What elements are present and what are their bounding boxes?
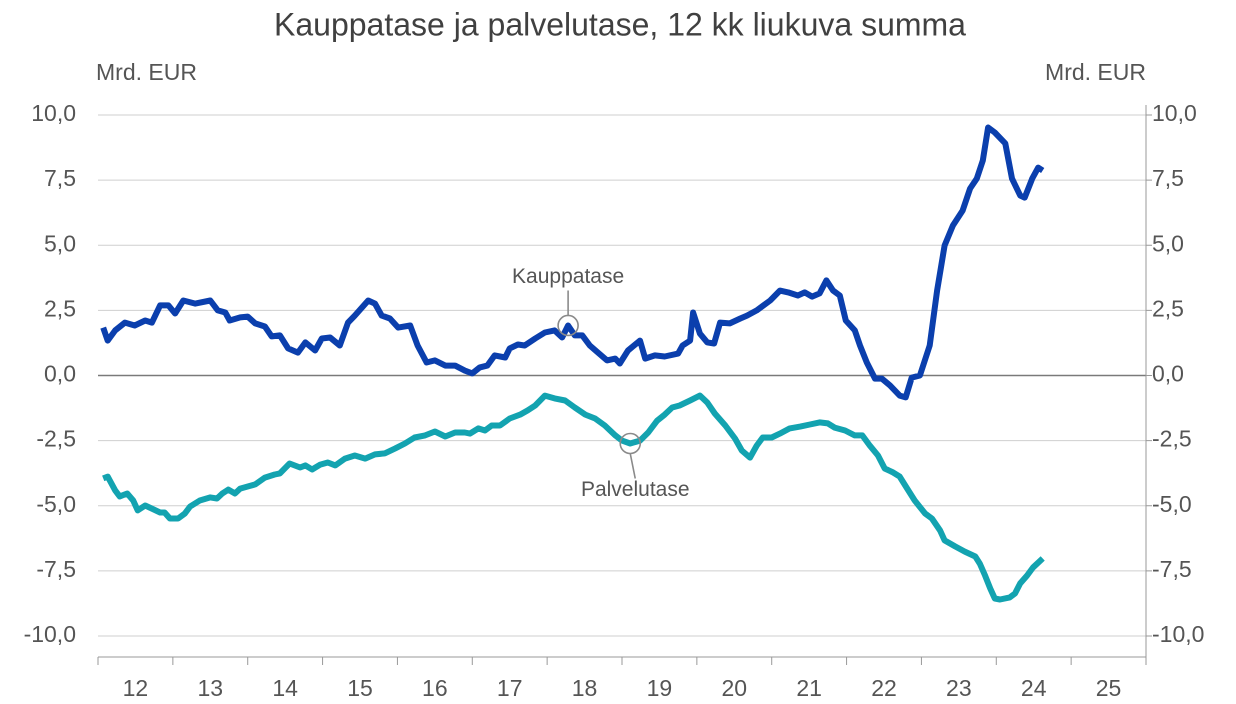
y-tick-label: 10,0: [31, 100, 76, 126]
x-tick-label: 12: [123, 675, 149, 701]
x-tick-label: 20: [721, 675, 747, 701]
y2-tick-label: 0,0: [1152, 361, 1184, 387]
y-tick-label: -10,0: [24, 621, 76, 647]
x-tick-label: 14: [272, 675, 298, 701]
y2-tick-label: -2,5: [1152, 426, 1192, 452]
x-tick-label: 24: [1021, 675, 1047, 701]
x-tick-label: 18: [572, 675, 598, 701]
x-tick-label: 22: [871, 675, 897, 701]
series-line: [100, 124, 1045, 401]
y-tick-label: 0,0: [44, 361, 76, 387]
x-tick-label: 17: [497, 675, 523, 701]
y2-axis-label: Mrd. EUR: [1045, 59, 1146, 85]
x-tick-label: 19: [647, 675, 673, 701]
y-tick-label: -7,5: [36, 556, 76, 582]
y2-tick-label: 10,0: [1152, 100, 1197, 126]
y-tick-label: 7,5: [44, 165, 76, 191]
series-line: [102, 392, 1045, 603]
y-tick-label: -5,0: [36, 491, 76, 517]
y2-tick-label: 2,5: [1152, 295, 1184, 321]
x-tick-label: 21: [796, 675, 822, 701]
x-tick-label: 23: [946, 675, 972, 701]
y2-tick-label: -7,5: [1152, 556, 1192, 582]
annotation-label: Kauppatase: [512, 265, 624, 288]
y2-tick-label: -5,0: [1152, 491, 1192, 517]
y-tick-label: 5,0: [44, 230, 76, 256]
y2-tick-label: -10,0: [1152, 621, 1204, 647]
x-tick-label: 16: [422, 675, 448, 701]
x-tick-label: 15: [347, 675, 373, 701]
x-tick-label: 25: [1096, 675, 1122, 701]
y-axis-label: Mrd. EUR: [96, 59, 197, 85]
x-tick-label: 13: [197, 675, 223, 701]
chart-title: Kauppatase ja palvelutase, 12 kk liukuva…: [274, 6, 966, 42]
y2-tick-label: 5,0: [1152, 230, 1184, 256]
annotation-label: Palvelutase: [581, 478, 690, 501]
annotation-leader: [629, 453, 637, 479]
y-tick-label: -2,5: [36, 426, 76, 452]
y-tick-label: 2,5: [44, 295, 76, 321]
y2-tick-label: 7,5: [1152, 165, 1184, 191]
